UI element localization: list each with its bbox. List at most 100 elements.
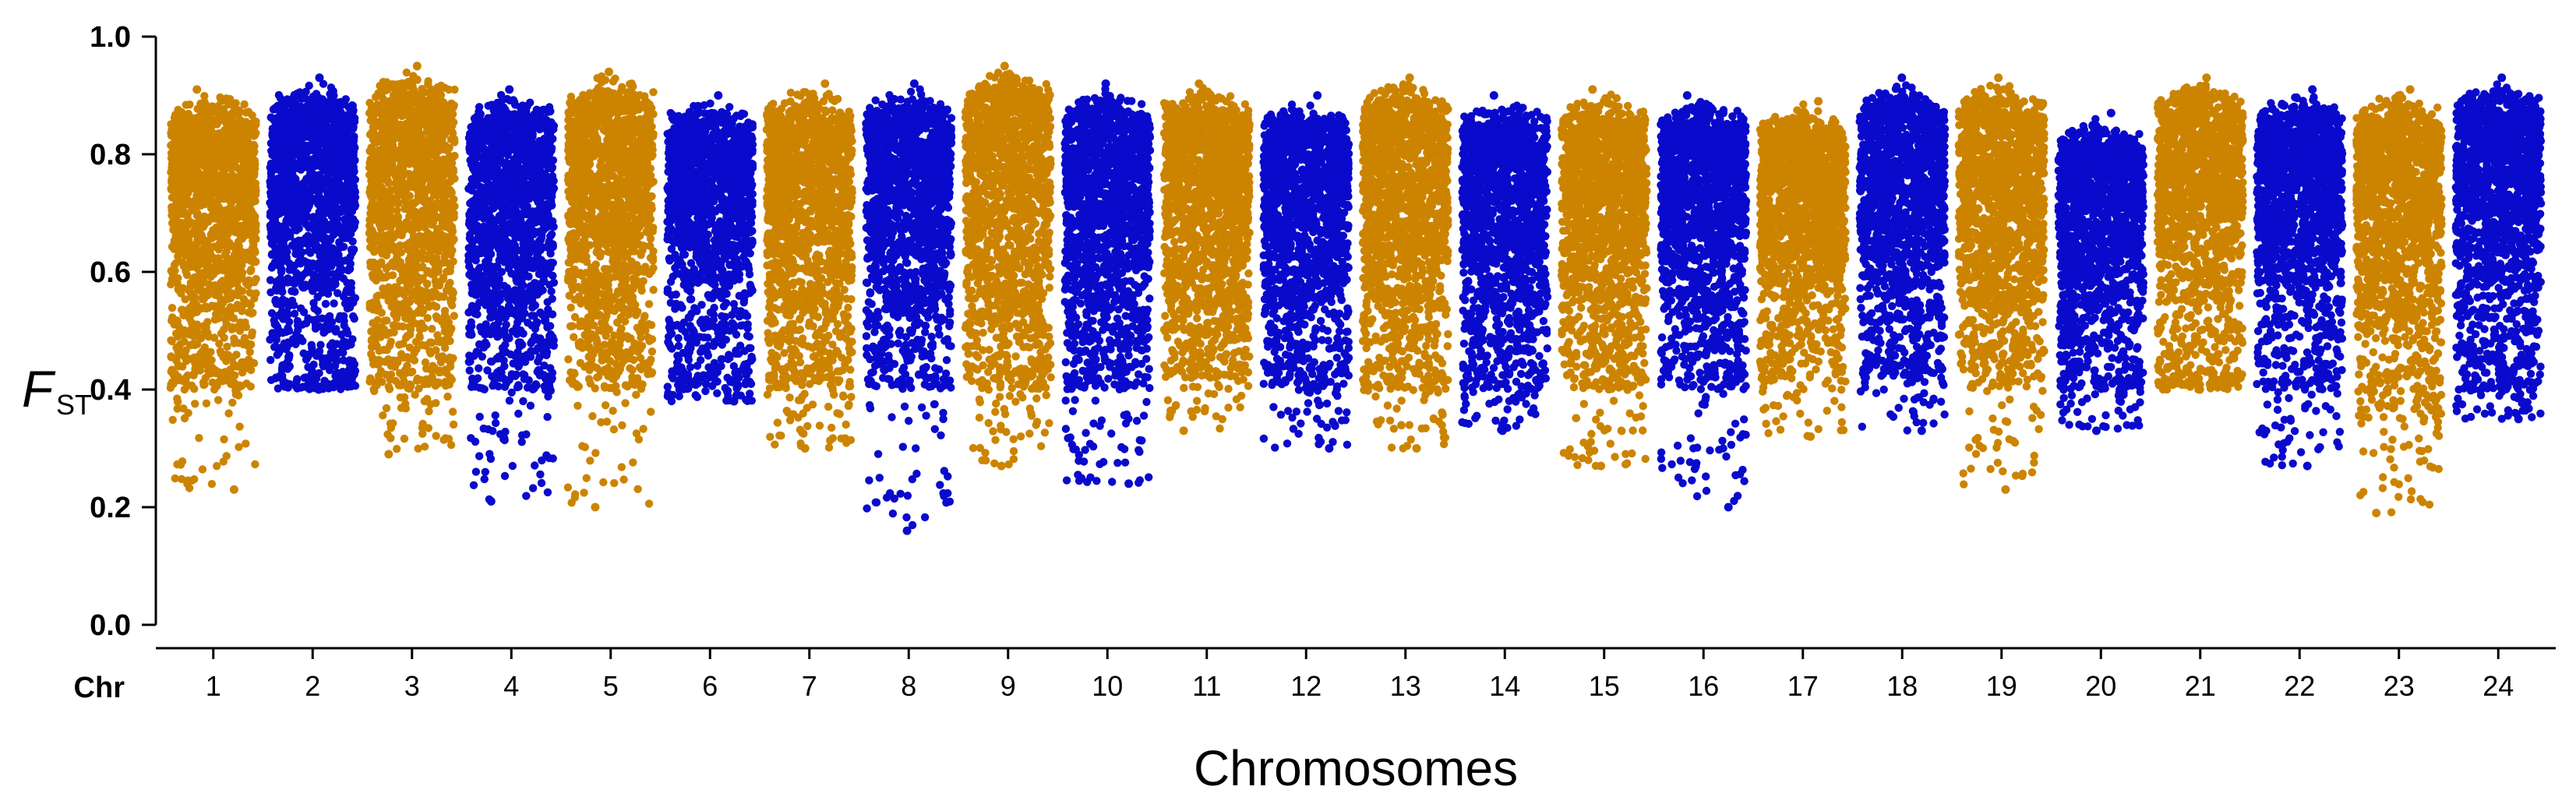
snp-point [197,105,206,114]
snp-point [442,286,451,294]
snp-point [388,138,397,146]
snp-point [168,365,176,374]
snp-point [229,124,238,132]
snp-point [433,141,442,150]
snp-point [343,206,351,216]
snp-point [190,340,199,350]
snp-point [310,304,319,313]
snp-point [296,102,305,111]
snp-point [414,224,423,232]
snp-point [349,298,358,307]
snp-point [229,108,238,117]
snp-point [210,143,219,152]
snp-point [371,319,379,329]
snp-point [432,312,440,321]
snp-point [380,115,389,123]
snp-point [280,339,289,347]
snp-point [198,465,207,474]
snp-point [328,100,337,108]
snp-point [389,419,397,428]
snp-point [383,78,391,86]
snp-point [423,280,432,288]
snp-point [407,270,416,278]
snp-point [270,210,279,219]
snp-point [288,266,296,274]
snp-point [446,441,456,450]
snp-point [376,259,385,269]
snp-point [239,321,248,330]
snp-point [252,257,260,266]
snp-point [445,380,453,389]
snp-point [366,260,376,269]
snp-point [411,207,420,217]
snp-point [379,328,388,337]
snp-point [167,266,175,275]
snp-point [188,381,196,390]
snp-point [408,183,418,192]
snp-point [167,352,175,361]
snp-point [329,270,338,278]
snp-point [283,215,291,224]
snp-point [379,345,388,354]
snp-point [181,295,189,304]
snp-point [216,108,224,118]
snp-point [383,430,392,439]
snp-point [189,229,198,238]
snp-point [432,179,441,188]
snp-point [421,175,430,183]
snp-point [311,321,320,330]
snp-point [321,299,330,309]
snp-point [408,312,416,322]
snp-point [394,322,403,330]
snp-point [190,475,199,484]
snp-point [168,337,176,346]
snp-point [191,400,199,408]
snp-point [369,385,378,393]
snp-point [200,129,209,137]
snp-point [221,235,230,243]
snp-point [290,90,298,100]
snp-point [404,354,414,363]
snp-point [248,328,256,337]
snp-point [366,374,375,383]
snp-point [436,368,445,376]
snp-point [315,124,323,132]
snp-point [446,325,455,334]
snp-point [279,239,288,249]
snp-point [439,436,448,444]
snp-point [448,301,457,310]
snp-point [379,411,387,420]
snp-point [227,379,235,389]
snp-point [204,367,213,376]
snp-point [333,214,342,223]
snp-point [371,185,380,193]
snp-point [386,337,395,346]
snp-point [284,132,293,141]
snp-point [215,340,224,348]
snp-point [217,329,226,338]
snp-point [198,188,206,196]
snp-point [382,370,390,379]
snp-point [346,259,355,268]
snp-point [192,211,202,220]
snp-point [213,120,221,129]
snp-point [422,136,430,145]
snp-point [349,312,358,321]
chromosome-4-points [464,85,559,506]
snp-point [475,452,484,460]
snp-point [431,269,439,278]
snp-point [294,326,302,334]
snp-point [249,118,258,126]
snp-point [170,216,178,224]
snp-point [400,377,408,386]
snp-point [420,192,429,202]
snp-point [444,85,453,94]
snp-point [266,169,276,178]
snp-point [224,409,233,418]
snp-point [235,147,244,157]
snp-point [405,323,414,331]
snp-point [288,241,297,250]
snp-point [338,266,347,274]
snp-point [395,93,404,101]
